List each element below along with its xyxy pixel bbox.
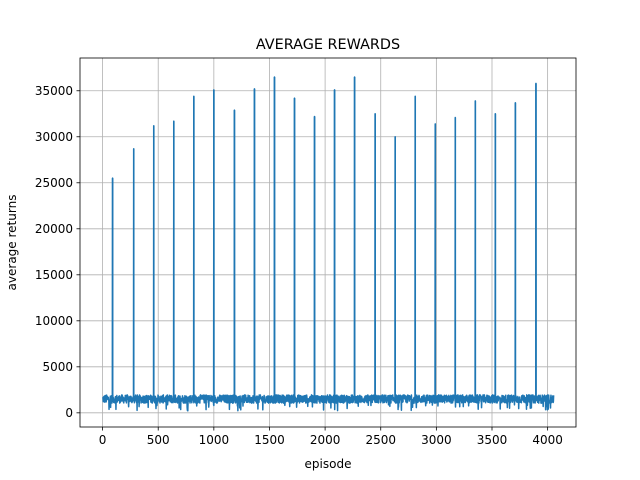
y-axis-label: average returns (5, 195, 19, 291)
x-tick-label: 1000 (199, 433, 230, 447)
x-tick-label: 2500 (365, 433, 396, 447)
x-tick-label: 2000 (310, 433, 341, 447)
plot-frame (79, 57, 577, 428)
x-tick-label: 0 (99, 433, 107, 447)
y-tick-label: 35000 (35, 84, 73, 98)
chart-title: AVERAGE REWARDS (256, 37, 400, 53)
grid (80, 58, 576, 427)
y-axis: 0 5000 10000 15000 20000 25000 30000 35000 (35, 84, 80, 420)
y-tick-label: 0 (65, 406, 73, 420)
x-tick-label: 3500 (477, 433, 508, 447)
x-tick-label: 4000 (532, 433, 563, 447)
y-tick-label: 30000 (35, 130, 73, 144)
series-layer (102, 76, 555, 412)
y-tick-label: 25000 (35, 176, 73, 190)
series-line (102, 76, 555, 412)
x-tick-label: 1500 (254, 433, 285, 447)
y-tick-label: 5000 (42, 360, 73, 374)
x-tick-label: 3000 (421, 433, 452, 447)
y-tick-label: 15000 (35, 268, 73, 282)
x-axis: 0 500 1000 1500 2000 2500 3000 3500 4000 (99, 427, 563, 447)
y-tick-label: 20000 (35, 222, 73, 236)
y-tick-label: 10000 (35, 314, 73, 328)
x-axis-label: episode (305, 457, 352, 471)
x-tick-label: 500 (147, 433, 170, 447)
